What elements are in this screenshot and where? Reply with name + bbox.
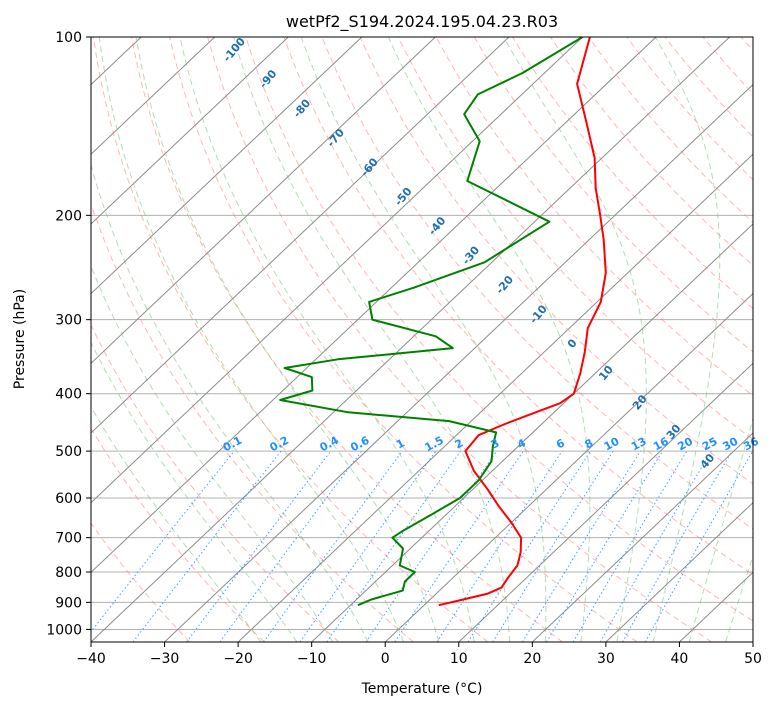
plot-background: [91, 37, 753, 642]
dry-adiabat: [359, 37, 753, 485]
dry-adiabat: [435, 37, 753, 397]
dry-adiabat: [169, 37, 638, 642]
y-axis-label: Pressure (hPa): [12, 289, 28, 389]
isotherm-line: [605, 501, 753, 642]
dry-adiabat: [91, 323, 340, 642]
moist-adiabat: [135, 37, 440, 642]
mixing-ratio-label: 36: [741, 435, 761, 454]
y-tick-label: 400: [55, 387, 82, 403]
x-tick-label: −10: [297, 651, 327, 667]
moist-adiabat: [98, 37, 405, 642]
dry-adiabat: [207, 37, 713, 642]
mixing-ratio-label: 13: [629, 435, 649, 454]
x-tick-label: 50: [744, 651, 762, 667]
isotherm-line: [91, 37, 583, 504]
moist-adiabat: [91, 341, 298, 642]
mixing-ratio-label: 30: [721, 435, 741, 454]
dewpoint-profile-line: [279, 37, 584, 607]
isotherm-line: [752, 641, 753, 642]
mixing-ratio-line: [546, 450, 664, 642]
isotherm-line: [237, 153, 753, 642]
y-tick-label: 900: [55, 595, 82, 611]
x-tick-label: 40: [671, 651, 689, 667]
moist-adiabat: [91, 264, 334, 642]
mixing-ratio-line: [299, 450, 437, 642]
mixing-ratio-line: [326, 450, 462, 642]
isotherm-line: [91, 37, 510, 434]
y-tick-label: 800: [55, 565, 82, 581]
isotherm-line: [0, 37, 68, 642]
moist-adiabat: [300, 37, 547, 642]
moist-adiabat: [688, 417, 753, 642]
mixing-ratio-line: [436, 450, 563, 642]
isotherm-line: [91, 37, 657, 574]
moist-adiabat: [725, 554, 753, 642]
isotherm-line: [91, 37, 363, 295]
mixing-ratio-label: 10: [602, 435, 622, 454]
dry-adiabat: [512, 37, 753, 310]
axes: −40 −30 −20 −10 0 10 20 30 40 50 100 200 300 400 500 60…: [46, 30, 762, 667]
x-tick-label: 0: [381, 651, 390, 667]
dry-adiabat: [473, 37, 753, 353]
mixing-ratio-line: [186, 450, 332, 642]
x-tick-label: 10: [450, 651, 468, 667]
dry-adiabat: [91, 202, 414, 642]
x-tick-label: −30: [150, 651, 180, 667]
isotherm-line: [164, 83, 753, 642]
y-tick-label: 500: [55, 444, 82, 460]
mixing-ratio-line: [365, 450, 498, 642]
plot-frame: [90, 36, 754, 643]
moist-adiabat: [387, 37, 591, 642]
moist-adiabat: [91, 405, 262, 642]
y-tick-label: 200: [55, 208, 82, 224]
mixing-ratio-label: 16: [651, 435, 671, 454]
dry-adiabat: [92, 37, 489, 642]
dry-adiabat: [91, 427, 265, 642]
x-axis-label: Temperature (°C): [361, 681, 483, 697]
mixing-ratio-label: 25: [700, 435, 720, 454]
moist-adiabat: [233, 37, 511, 642]
mixing-ratio-line: [219, 450, 363, 642]
isotherm-line: [531, 432, 753, 642]
x-tick-label: −20: [223, 651, 253, 667]
dry-adiabat: [245, 37, 753, 622]
isotherm-line: [458, 362, 753, 642]
profile-lines: [279, 37, 607, 607]
y-tick-label: 300: [55, 313, 82, 329]
x-tick-label: −40: [76, 651, 106, 667]
mixing-ratio-line: [91, 450, 235, 633]
isotherm-line: [91, 37, 436, 364]
x-tick-label: 20: [523, 651, 541, 667]
dry-adiabat: [397, 37, 753, 441]
y-tick-label: 1000: [46, 622, 82, 638]
x-tick-label: 30: [597, 651, 615, 667]
isotherm-line: [91, 37, 289, 225]
dry-adiabat: [283, 37, 753, 576]
isotherm-line: [91, 37, 730, 642]
isotherm-line: [91, 37, 216, 155]
mixing-ratio-line: [394, 450, 524, 642]
mixing-ratio-line: [263, 450, 403, 642]
y-tick-label: 700: [55, 531, 82, 547]
temperature-profile-line: [438, 37, 607, 607]
isotherm-line: [384, 292, 753, 642]
mixing-ratio-line: [522, 450, 642, 642]
dry-adiabat: [321, 37, 753, 530]
dry-adiabat: [131, 37, 563, 642]
moist-adiabat: [91, 163, 369, 642]
background-lines: [0, 37, 753, 642]
mixing-ratio-label: 20: [675, 435, 695, 454]
moist-adiabat: [652, 37, 721, 642]
y-tick-label: 600: [55, 491, 82, 507]
mixing-ratio-line: [644, 450, 753, 642]
y-tick-label: 100: [55, 30, 82, 46]
chart-title: wetPf2_S194.2024.195.04.23.R03: [286, 12, 558, 32]
isotherm-line: [311, 223, 753, 642]
moist-adiabat: [179, 37, 475, 642]
